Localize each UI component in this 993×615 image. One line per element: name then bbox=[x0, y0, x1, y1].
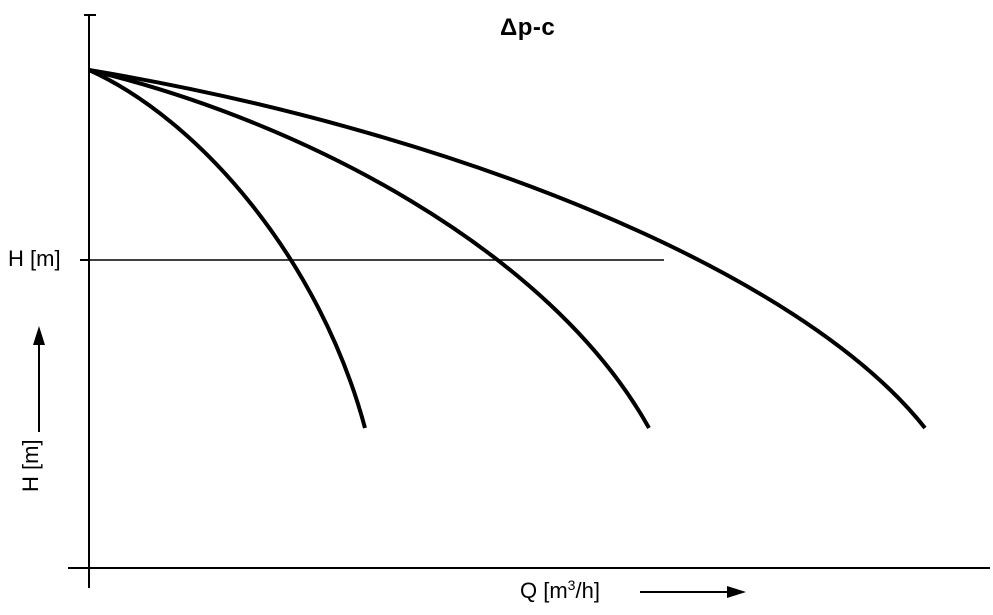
x-axis-label-suffix: /h] bbox=[575, 578, 600, 603]
x-direction-arrow-head bbox=[727, 586, 746, 598]
y-axis-label: H [m] bbox=[18, 439, 43, 492]
h-reference-label: H [m] bbox=[8, 246, 61, 271]
curve-mid-speed bbox=[88, 68, 651, 429]
y-direction-arrow-head bbox=[33, 326, 45, 345]
x-axis-label-superscript: 3 bbox=[567, 577, 576, 593]
x-axis-label: Q [m3/h] bbox=[520, 578, 600, 604]
x-axis-label-prefix: Q [m bbox=[520, 578, 568, 603]
curve-high-speed bbox=[88, 68, 927, 430]
diagram-title: Δp-c bbox=[500, 14, 556, 41]
curve-low-speed bbox=[88, 68, 367, 429]
